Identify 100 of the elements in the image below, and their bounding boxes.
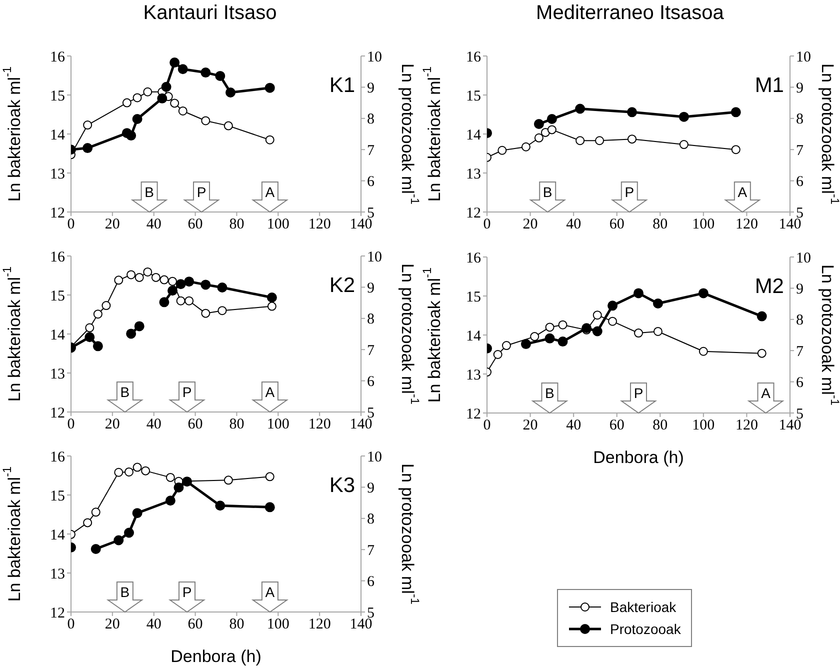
point	[170, 98, 180, 108]
x-tick-label: 60	[609, 418, 624, 434]
point	[218, 306, 227, 316]
x-tick-label: 40	[566, 216, 582, 233]
y-tick-label: 14	[50, 527, 66, 544]
point	[161, 82, 172, 92]
point	[134, 321, 144, 332]
point	[498, 146, 507, 155]
point	[493, 350, 502, 359]
y-tick-label: 14	[466, 127, 482, 144]
point	[521, 142, 530, 152]
x-tick-label: 120	[308, 616, 331, 633]
point	[544, 333, 555, 344]
y-tick-label: 13	[50, 366, 65, 382]
annotation: A	[265, 584, 276, 600]
point	[200, 68, 211, 78]
point	[217, 282, 228, 293]
annotation: K3	[329, 474, 355, 498]
point	[731, 145, 740, 154]
annotation: A	[265, 384, 276, 400]
y-tick-label: 16	[50, 49, 66, 66]
point	[132, 508, 142, 518]
point	[114, 535, 124, 546]
x-tick-label: 40	[146, 416, 162, 433]
x-tick-label: 100	[266, 216, 290, 233]
point	[176, 296, 186, 306]
x-axis-title: Denbora (h)	[593, 448, 684, 467]
y-tick-label: 16	[50, 249, 66, 266]
y2-tick-label: 7	[367, 142, 375, 159]
point	[182, 476, 192, 487]
point	[93, 310, 102, 319]
point	[124, 467, 134, 476]
point	[224, 476, 233, 485]
y-tick-label: 15	[50, 288, 65, 304]
x-tick-label: 140	[350, 216, 372, 233]
point	[124, 528, 134, 538]
point	[143, 87, 152, 96]
x-tick-label: 80	[229, 416, 244, 433]
x-tick-label: 100	[266, 616, 290, 633]
x-tick-label: 20	[104, 216, 120, 233]
y2-tick-label: 6	[367, 574, 375, 590]
x-tick-label: 40	[146, 216, 162, 233]
y2-tick-label: 6	[367, 174, 375, 190]
point	[224, 121, 233, 130]
point	[678, 112, 689, 122]
x-tick-label: 80	[229, 616, 244, 633]
y2-tick-label: 7	[796, 142, 804, 159]
x-tick-label: 20	[104, 416, 120, 433]
point	[546, 114, 557, 124]
chart-title: Mediterraneo Itsasoa	[535, 2, 725, 25]
legend-label: Bakterioak	[610, 599, 676, 615]
x-tick-label: 20	[104, 616, 120, 633]
point	[545, 322, 554, 332]
x-tick-label: 140	[778, 216, 802, 233]
point	[91, 508, 100, 517]
point	[267, 302, 276, 311]
y-tick-label: 16	[466, 49, 482, 66]
point	[575, 104, 586, 114]
annotation: B	[542, 184, 552, 200]
point	[200, 280, 211, 290]
x-tick-label: 80	[652, 418, 668, 434]
y-tick-label: 12	[466, 406, 481, 422]
x-tick-label: 100	[266, 416, 290, 433]
point	[652, 298, 663, 308]
y-tick-label: 12	[50, 405, 65, 422]
x-tick-label: 140	[350, 416, 372, 433]
point	[592, 326, 602, 336]
point	[83, 518, 92, 528]
x-tick-label: 60	[188, 216, 203, 233]
point	[201, 116, 210, 126]
y-tick-label: 12	[50, 605, 65, 622]
y-tick-label: 15	[50, 488, 65, 504]
point	[226, 88, 236, 98]
point	[608, 300, 618, 311]
point	[520, 339, 531, 350]
y2-tick-label: 10	[796, 49, 811, 66]
annotation: B	[144, 184, 154, 200]
point	[558, 320, 568, 330]
x-tick-label: 0	[67, 416, 75, 433]
point	[608, 316, 618, 326]
point	[151, 272, 160, 282]
annotation: M2	[754, 275, 784, 299]
y2-tick-label: 9	[367, 80, 374, 97]
y-tick-label: 13	[50, 166, 65, 182]
y2-tick-label: 7	[796, 344, 804, 360]
annotation: A	[265, 184, 276, 200]
y2-tick-label: 10	[367, 249, 382, 266]
y2-tick-label: 6	[796, 375, 804, 392]
point	[215, 500, 226, 511]
x-tick-label: 120	[735, 216, 758, 233]
y-tick-label: 13	[466, 367, 481, 384]
point	[184, 296, 194, 306]
point	[756, 311, 767, 322]
point	[83, 120, 92, 130]
point	[102, 301, 111, 310]
x-tick-label: 0	[483, 216, 491, 233]
point	[266, 292, 277, 302]
annotation: B	[545, 385, 554, 401]
x-tick-label: 140	[350, 616, 372, 633]
y2-tick-label: 8	[367, 312, 374, 328]
